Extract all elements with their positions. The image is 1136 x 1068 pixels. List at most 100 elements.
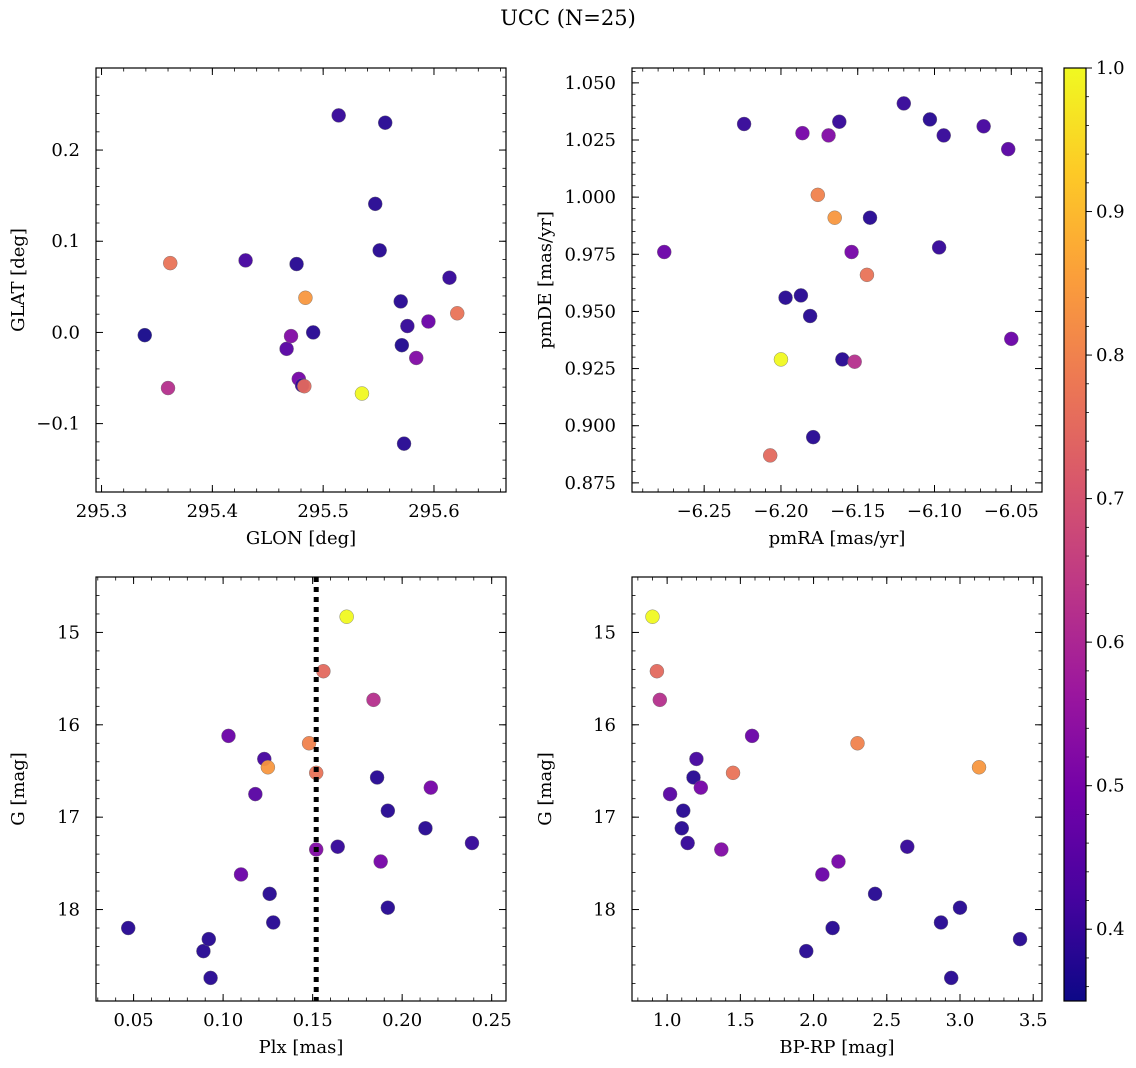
- x-tick-label: 2.5: [872, 1010, 901, 1031]
- y-tick-label: 1.050: [564, 73, 616, 94]
- x-tick-label: 3.5: [1019, 1010, 1048, 1031]
- data-point: [693, 780, 709, 795]
- data-point: [297, 379, 312, 394]
- data-point: [393, 294, 408, 309]
- data-point: [714, 842, 729, 857]
- data-point: [844, 244, 859, 260]
- data-point: [221, 728, 236, 744]
- data-point: [283, 328, 299, 344]
- data-point: [952, 900, 968, 915]
- data-point: [380, 900, 396, 915]
- y-axis-label: G [mag]: [535, 752, 556, 825]
- data-point: [896, 96, 911, 111]
- data-point: [289, 256, 304, 272]
- y-tick-label: 15: [593, 622, 616, 643]
- data-point: [652, 692, 668, 708]
- y-tick-label: 1.000: [564, 187, 616, 208]
- panel-3: 0.05 0.10 0.15 0.20 0.25 15 16 17 18 Plx [mas] G […: [8, 576, 512, 1058]
- colorbar-gradient: [1063, 67, 1087, 1002]
- data-point: [821, 128, 836, 143]
- data-point: [674, 821, 689, 836]
- colorbar-tick-label: 0.9: [1096, 202, 1125, 223]
- data-point: [238, 253, 253, 268]
- data-point: [396, 436, 412, 451]
- x-tick-label: 295.3: [76, 501, 128, 522]
- data-point: [248, 786, 263, 802]
- data-point: [944, 970, 959, 986]
- data-point: [373, 854, 388, 869]
- colorbar-tick-label: 0.4: [1096, 919, 1125, 940]
- data-point: [400, 318, 415, 334]
- y-axis-label: G [mag]: [8, 752, 29, 825]
- y-tick-label: 0.0: [51, 322, 80, 343]
- y-tick-label: 16: [57, 715, 80, 736]
- data-point: [372, 243, 387, 258]
- data-point: [922, 112, 938, 127]
- data-point: [378, 115, 393, 130]
- data-point: [649, 664, 665, 679]
- plot-frame: [631, 576, 1043, 1002]
- y-tick-label: 16: [593, 715, 616, 736]
- data-point: [831, 854, 846, 869]
- data-point: [773, 352, 789, 367]
- y-tick-label: 1.025: [564, 130, 616, 151]
- x-axis-label: pmRA [mas/yr]: [769, 528, 906, 549]
- x-tick-label: 295.5: [297, 501, 349, 522]
- data-point: [971, 760, 987, 775]
- data-point: [676, 803, 691, 818]
- data-point: [331, 108, 346, 123]
- data-point: [442, 270, 457, 285]
- data-point: [680, 835, 695, 851]
- data-point: [266, 915, 281, 930]
- data-point: [778, 290, 793, 305]
- y-tick-label: 0.900: [564, 416, 616, 437]
- data-point: [203, 970, 218, 986]
- data-point: [799, 943, 814, 959]
- panel-2: −6.25 −6.20 −6.15 −6.10 −6.05 0.875 0.900 0.925…: [535, 67, 1043, 549]
- colorbar-tick-label: 0.5: [1096, 776, 1125, 797]
- data-point: [421, 314, 436, 329]
- plot-frame: [95, 576, 507, 1002]
- y-tick-label: 17: [57, 807, 80, 828]
- data-point: [763, 448, 778, 463]
- data-point: [368, 196, 383, 212]
- x-tick-label: −6.15: [830, 501, 885, 522]
- figure-title: UCC (N=25): [500, 6, 636, 30]
- data-point: [850, 736, 865, 751]
- data-point: [832, 114, 847, 129]
- y-tick-label: 0.2: [51, 140, 80, 161]
- data-layer: [645, 609, 1028, 986]
- data-point: [298, 290, 313, 305]
- x-tick-label: −6.25: [677, 501, 732, 522]
- x-tick-label: 0.20: [382, 1010, 422, 1031]
- x-axis-label: GLON [deg]: [246, 528, 356, 549]
- data-point: [201, 931, 216, 947]
- data-point: [689, 751, 704, 767]
- data-point: [736, 116, 752, 132]
- data-point: [744, 728, 760, 744]
- data-point: [305, 325, 321, 340]
- data-point: [418, 821, 433, 836]
- data-layer: [121, 577, 480, 1001]
- data-point: [409, 350, 424, 366]
- x-tick-label: 3.0: [946, 1010, 975, 1031]
- data-point: [394, 337, 410, 353]
- data-point: [931, 240, 947, 255]
- x-tick-label: 0.15: [293, 1010, 333, 1031]
- y-tick-label: 0.975: [564, 244, 616, 265]
- y-tick-label: 15: [57, 622, 80, 643]
- data-point: [163, 255, 178, 271]
- x-tick-label: −6.10: [907, 501, 962, 522]
- data-point: [686, 770, 701, 785]
- data-point: [805, 429, 821, 445]
- x-tick-label: 0.25: [472, 1010, 512, 1031]
- y-axis-label: pmDE [mas/yr]: [535, 211, 556, 349]
- x-tick-label: 1.5: [726, 1010, 755, 1031]
- data-point: [793, 288, 809, 303]
- colorbar-tick-label: 0.8: [1096, 345, 1125, 366]
- data-point: [900, 839, 915, 854]
- data-layer: [137, 108, 465, 451]
- x-tick-label: −6.20: [753, 501, 808, 522]
- x-axis-label: Plx [mas]: [259, 1037, 344, 1058]
- data-point: [825, 920, 840, 936]
